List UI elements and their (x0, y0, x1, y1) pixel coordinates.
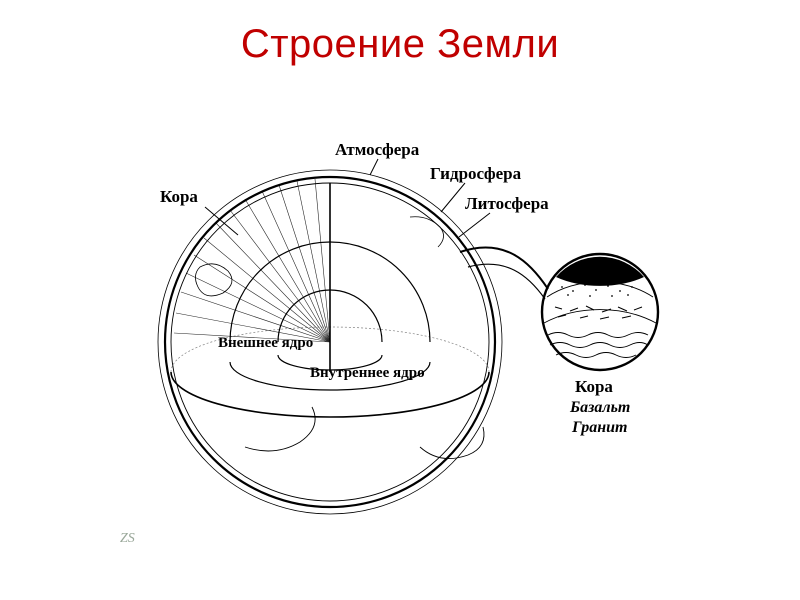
label-outer-core: Внешнее ядро (218, 335, 313, 351)
label-detail-granite: Гранит (571, 419, 627, 436)
leader-hydrosphere (441, 183, 465, 212)
leader-lithosphere (459, 213, 490, 237)
label-crust: Кора (160, 187, 198, 206)
label-hydrosphere: Гидросфера (430, 164, 522, 183)
leader-crust (205, 207, 238, 235)
continent-3 (410, 217, 444, 247)
label-detail-basalt: Базальт (569, 399, 630, 416)
earth-structure-diagram: Кора Атмосфера Гидросфера Литосфера Внеш… (0, 67, 800, 567)
continent-2 (245, 407, 315, 451)
detail-connector (460, 247, 548, 289)
leader-atmosphere (370, 159, 378, 175)
crust-detail (542, 254, 658, 370)
inner-core-arc-face (330, 290, 382, 342)
watermark: ZS (120, 531, 135, 546)
page-title: Строение Земли (0, 0, 800, 67)
label-lithosphere: Литосфера (465, 194, 549, 213)
label-inner-core: Внутреннее ядро (310, 365, 425, 381)
label-detail-crust: Кора (575, 377, 613, 396)
label-atmosphere: Атмосфера (335, 140, 420, 159)
